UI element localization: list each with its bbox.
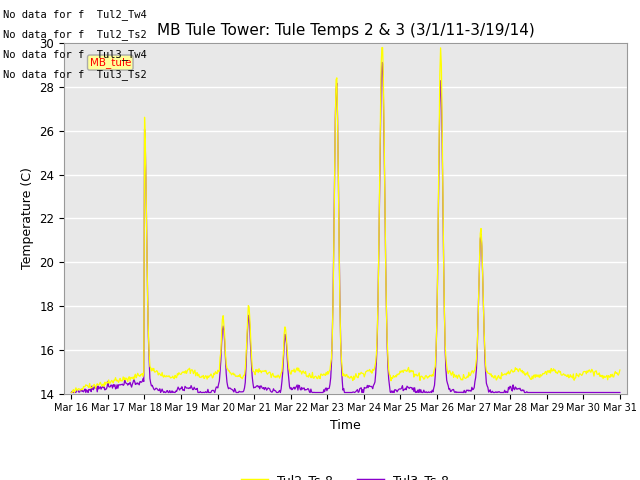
Text: No data for f  Tul2_Tw4: No data for f Tul2_Tw4 (3, 9, 147, 20)
Y-axis label: Temperature (C): Temperature (C) (20, 168, 34, 269)
Text: No data for f  Tul2_Ts2: No data for f Tul2_Ts2 (3, 29, 147, 40)
X-axis label: Time: Time (330, 419, 361, 432)
Text: No data for f  Tul3_Ts2: No data for f Tul3_Ts2 (3, 69, 147, 80)
Legend: Tul2_Ts-8, Tul3_Ts-8: Tul2_Ts-8, Tul3_Ts-8 (237, 469, 454, 480)
Title: MB Tule Tower: Tule Temps 2 & 3 (3/1/11-3/19/14): MB Tule Tower: Tule Temps 2 & 3 (3/1/11-… (157, 23, 534, 38)
Text: No data for f  Tul3_Tw4: No data for f Tul3_Tw4 (3, 49, 147, 60)
Text: MB_tule: MB_tule (90, 57, 131, 68)
